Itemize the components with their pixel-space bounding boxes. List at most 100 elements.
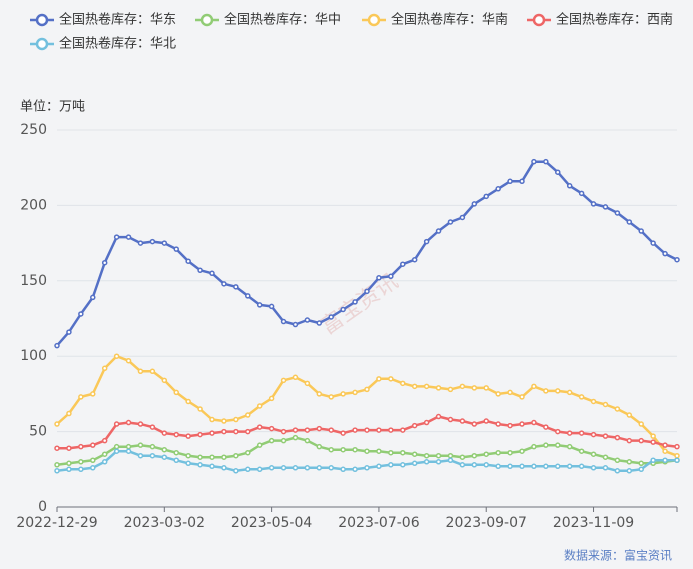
data-point xyxy=(590,431,597,438)
data-point xyxy=(304,427,311,433)
data-point xyxy=(256,442,263,448)
data-point xyxy=(137,452,144,459)
legend-icon xyxy=(532,13,546,27)
data-point xyxy=(340,391,346,397)
data-point xyxy=(423,452,430,459)
x-tick-label: 2023-03-02 xyxy=(124,515,205,531)
data-point xyxy=(388,273,394,280)
data-point xyxy=(125,234,132,240)
data-point xyxy=(233,452,239,459)
data-point xyxy=(101,451,108,457)
data-point xyxy=(125,448,132,454)
data-point xyxy=(411,422,418,429)
data-point xyxy=(543,388,549,394)
data-point xyxy=(209,270,215,277)
data-point xyxy=(316,425,323,432)
data-point xyxy=(54,468,60,474)
data-point xyxy=(614,457,621,464)
unit-label: 单位：万吨 xyxy=(20,100,85,115)
data-point xyxy=(185,433,191,439)
data-point xyxy=(185,398,191,405)
data-point xyxy=(173,246,179,252)
data-point xyxy=(233,416,239,423)
data-point xyxy=(507,463,513,470)
data-point xyxy=(137,240,144,246)
data-point xyxy=(376,463,382,470)
data-point xyxy=(674,457,680,464)
data-point xyxy=(304,317,311,323)
data-point xyxy=(483,418,489,424)
data-point xyxy=(161,454,168,460)
data-point xyxy=(256,424,263,430)
y-tick-label: 250 xyxy=(20,122,47,138)
data-point xyxy=(495,421,501,427)
data-point xyxy=(471,201,478,207)
data-point xyxy=(531,443,537,450)
data-point xyxy=(543,424,549,430)
data-point xyxy=(54,342,60,349)
data-point xyxy=(328,427,334,433)
data-point xyxy=(459,418,466,424)
data-point xyxy=(400,380,406,387)
data-point xyxy=(233,284,239,290)
data-point xyxy=(459,454,466,460)
data-point xyxy=(447,219,454,225)
data-point xyxy=(555,463,561,470)
data-point xyxy=(268,303,275,310)
data-point xyxy=(209,463,215,470)
data-point xyxy=(125,443,132,450)
data-point xyxy=(578,190,585,197)
data-point xyxy=(90,465,96,471)
data-point xyxy=(328,446,334,453)
data-point xyxy=(78,443,84,450)
data-point xyxy=(447,386,454,393)
data-point xyxy=(316,465,323,471)
data-point xyxy=(78,311,84,317)
data-point xyxy=(197,406,203,412)
data-point xyxy=(304,380,311,387)
data-point xyxy=(483,451,489,457)
data-point xyxy=(185,258,191,264)
data-point xyxy=(173,449,179,456)
data-point xyxy=(280,465,287,471)
data-point xyxy=(388,427,394,433)
data-point xyxy=(101,459,108,465)
data-point xyxy=(66,460,72,467)
data-point xyxy=(221,428,227,435)
data-point xyxy=(602,465,609,471)
data-point xyxy=(101,437,108,444)
data-point xyxy=(555,388,561,394)
y-tick-label: 0 xyxy=(38,499,47,515)
data-point xyxy=(280,428,287,435)
data-point xyxy=(173,431,179,438)
data-point xyxy=(543,158,549,165)
data-point xyxy=(507,389,513,396)
data-point xyxy=(555,442,561,448)
data-point xyxy=(292,321,299,328)
data-point xyxy=(197,462,203,468)
data-point xyxy=(245,466,251,473)
data-point xyxy=(566,463,573,470)
data-point xyxy=(555,169,561,175)
data-point xyxy=(340,430,346,436)
data-point xyxy=(304,465,311,471)
data-point xyxy=(316,443,323,450)
data-point xyxy=(54,421,60,427)
data-point xyxy=(614,406,621,412)
data-point xyxy=(650,439,656,445)
data-point xyxy=(221,418,227,424)
data-point xyxy=(364,448,370,454)
data-point xyxy=(400,462,406,468)
data-point xyxy=(578,430,585,436)
data-point xyxy=(268,437,275,444)
data-point xyxy=(376,275,382,281)
data-point xyxy=(364,427,370,433)
data-point xyxy=(316,391,323,397)
data-point xyxy=(376,376,382,382)
data-point xyxy=(328,314,334,320)
data-point xyxy=(66,466,72,473)
x-tick-label: 2023-05-04 xyxy=(231,515,312,531)
y-tick-label: 50 xyxy=(29,424,47,440)
legend-label: 全国热卷库存：华东 xyxy=(59,12,176,28)
data-point xyxy=(519,448,525,454)
